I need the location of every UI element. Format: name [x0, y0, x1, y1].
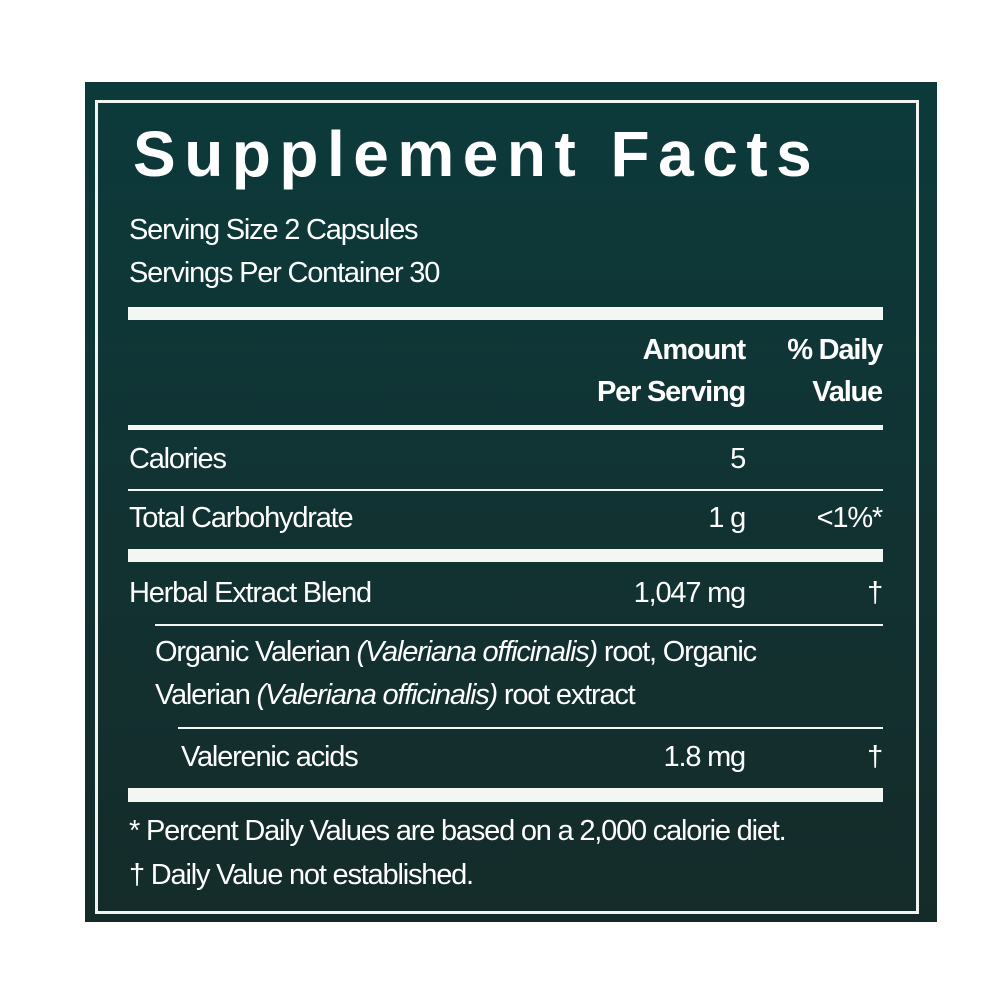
supplement-facts-panel: Supplement Facts Serving Size 2 Capsules…: [85, 82, 937, 922]
panel-title: Supplement Facts: [133, 118, 821, 190]
sub-row-name: Valerenic acids: [181, 741, 359, 773]
text: Organic Valerian: [155, 636, 357, 668]
row-amount: 5: [730, 443, 746, 475]
amount-header-1: Amount: [642, 334, 747, 366]
servings-per-container: Servings Per Container 30: [129, 257, 440, 289]
amount-header-2: Per Serving: [597, 376, 746, 408]
blend-description-line2: Valerian (Valeriana officinalis) root ex…: [155, 679, 636, 711]
footnote-dagger: † Daily Value not established.: [129, 859, 474, 891]
thick-divider: [128, 788, 883, 802]
dv-header-2: Value: [812, 376, 883, 408]
footnote-daily-values: * Percent Daily Values are based on a 2,…: [129, 815, 787, 847]
thin-divider: [155, 624, 883, 626]
latin-name: (Valeriana officinalis): [256, 679, 499, 711]
row-amount: 1,047 mg: [633, 577, 747, 609]
sub-row-amount: 1.8 mg: [663, 741, 747, 773]
thin-divider: [178, 727, 883, 729]
thin-divider: [128, 489, 883, 491]
text: root, Organic: [597, 636, 757, 668]
text: root extract: [497, 679, 636, 711]
row-dv: †: [867, 577, 883, 609]
row-name: Herbal Extract Blend: [129, 577, 372, 609]
panel-border: [95, 100, 919, 914]
thick-divider: [128, 549, 883, 562]
thick-divider: [128, 307, 883, 320]
serving-size: Serving Size 2 Capsules: [129, 214, 419, 246]
row-amount: 1 g: [708, 502, 746, 534]
sub-row-dv: †: [867, 741, 883, 773]
row-name: Calories: [129, 443, 227, 475]
divider: [128, 425, 883, 430]
row-dv: <1%*: [816, 502, 884, 534]
blend-description-line1: Organic Valerian (Valeriana officinalis)…: [155, 636, 757, 668]
latin-name: (Valeriana officinalis): [356, 636, 599, 668]
row-name: Total Carbohydrate: [129, 502, 354, 534]
dv-header-1: % Daily: [787, 334, 883, 366]
text: Valerian: [155, 679, 257, 711]
